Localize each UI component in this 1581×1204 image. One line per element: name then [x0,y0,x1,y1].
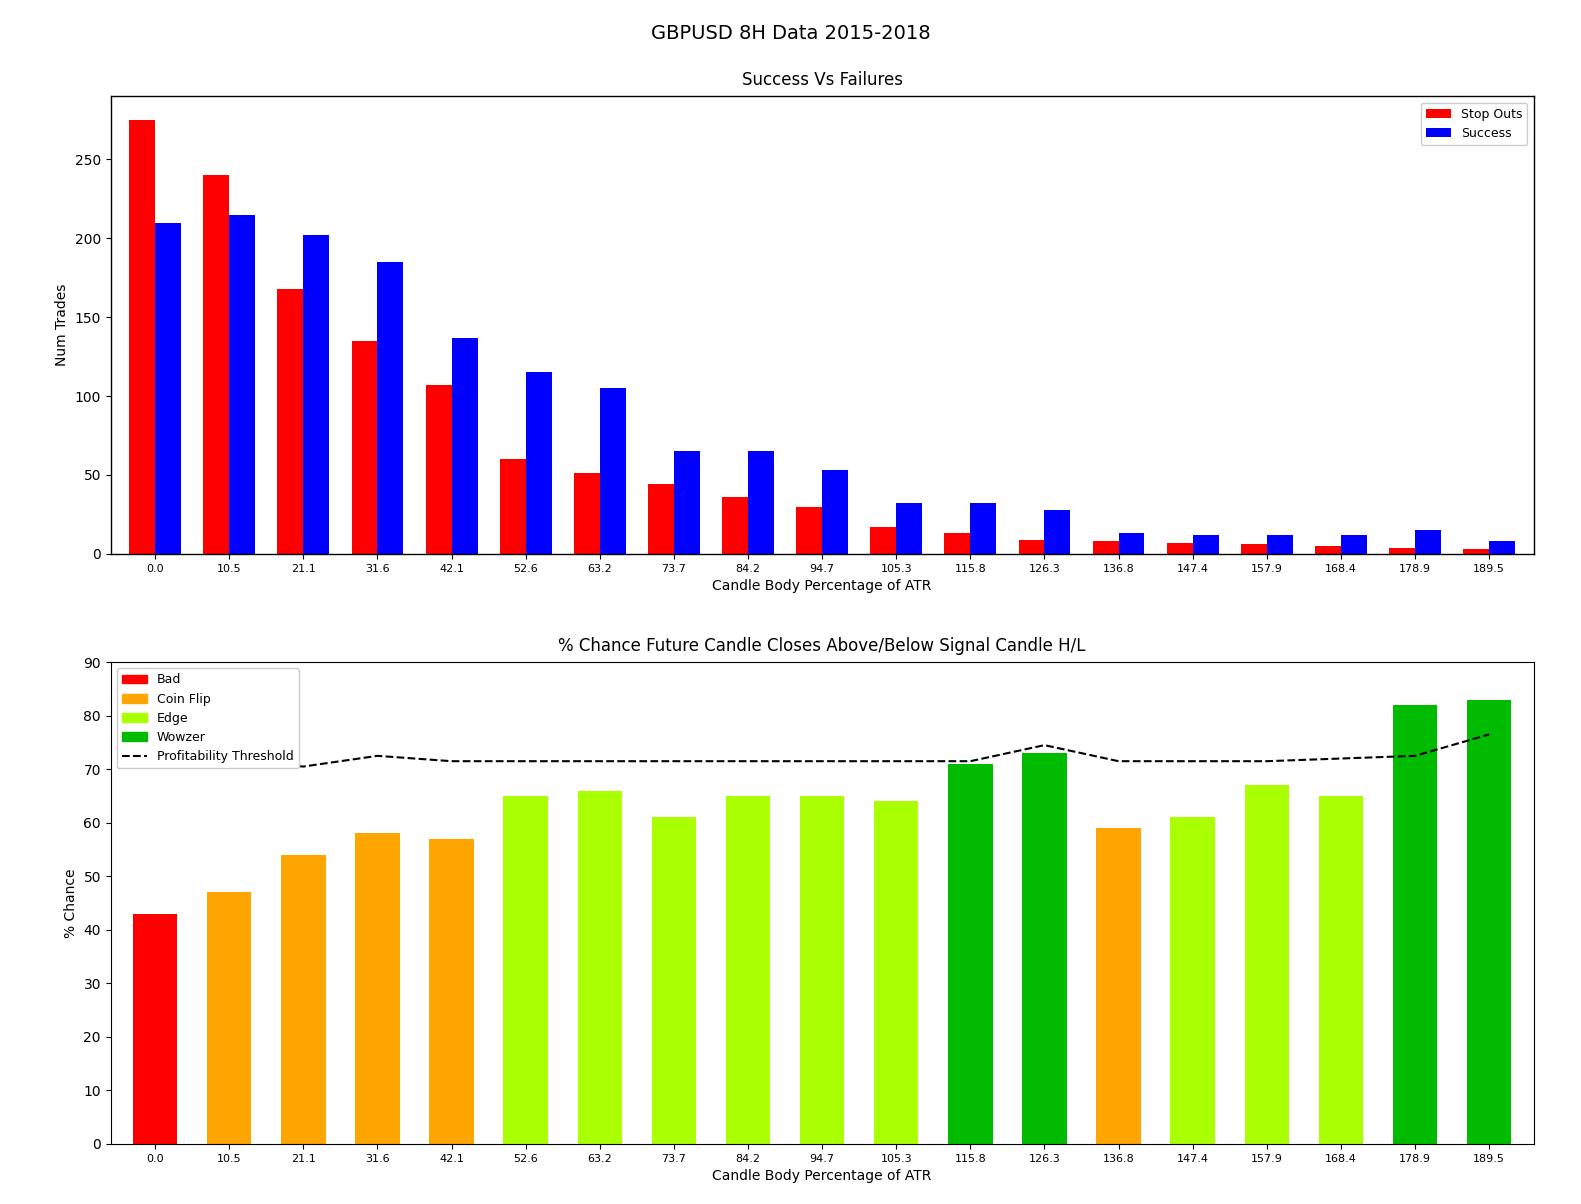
Bar [797,507,822,554]
Bar [1467,700,1511,1144]
Bar [155,223,182,554]
Bar [1266,535,1293,554]
Bar [207,892,251,1144]
Bar [944,533,971,554]
Bar [378,262,403,554]
Bar [1462,549,1489,554]
Title: Success Vs Failures: Success Vs Failures [741,71,903,89]
X-axis label: Candle Body Percentage of ATR: Candle Body Percentage of ATR [713,579,931,594]
Bar [1244,785,1289,1144]
Bar [1341,535,1368,554]
Bar [896,503,922,554]
Bar [648,484,674,554]
Bar [1390,548,1415,554]
Bar [574,473,599,554]
Bar [949,763,993,1144]
Bar [229,214,255,554]
Bar [525,372,552,554]
Legend: Bad, Coin Flip, Edge, Wowzer, Profitability Threshold: Bad, Coin Flip, Edge, Wowzer, Profitabil… [117,668,299,768]
Bar [723,497,748,554]
Bar [726,796,770,1144]
Bar [1192,535,1219,554]
Bar [1315,545,1341,554]
Bar [870,527,896,554]
Bar [133,914,177,1144]
Bar [356,833,400,1144]
Bar [577,791,621,1144]
Bar [1393,706,1437,1144]
Bar [503,796,549,1144]
Bar [748,452,775,554]
X-axis label: Candle Body Percentage of ATR: Candle Body Percentage of ATR [713,1169,931,1184]
Bar [1167,543,1192,554]
Bar [874,802,919,1144]
Bar [674,452,700,554]
Bar [1170,818,1214,1144]
Bar [599,388,626,554]
Bar [1241,544,1266,554]
Bar [204,176,229,554]
Bar [1096,828,1141,1144]
Bar [1023,754,1067,1144]
Bar [1319,796,1363,1144]
Bar [822,471,847,554]
Bar [1118,533,1145,554]
Bar [651,818,696,1144]
Bar [1489,542,1515,554]
Bar [281,855,326,1144]
Bar [452,337,477,554]
Text: GBPUSD 8H Data 2015-2018: GBPUSD 8H Data 2015-2018 [651,24,930,43]
Y-axis label: Num Trades: Num Trades [55,284,70,366]
Bar [800,796,844,1144]
Y-axis label: % Chance: % Chance [63,868,77,938]
Bar [1018,539,1045,554]
Legend: Stop Outs, Success: Stop Outs, Success [1421,102,1527,144]
Bar [1415,530,1440,554]
Bar [425,385,452,554]
Bar [130,120,155,554]
Title: % Chance Future Candle Closes Above/Below Signal Candle H/L: % Chance Future Candle Closes Above/Belo… [558,637,1086,655]
Bar [971,503,996,554]
Bar [500,459,525,554]
Bar [277,289,304,554]
Bar [1045,509,1070,554]
Bar [304,235,329,554]
Bar [430,839,474,1144]
Bar [1092,542,1118,554]
Bar [351,341,378,554]
